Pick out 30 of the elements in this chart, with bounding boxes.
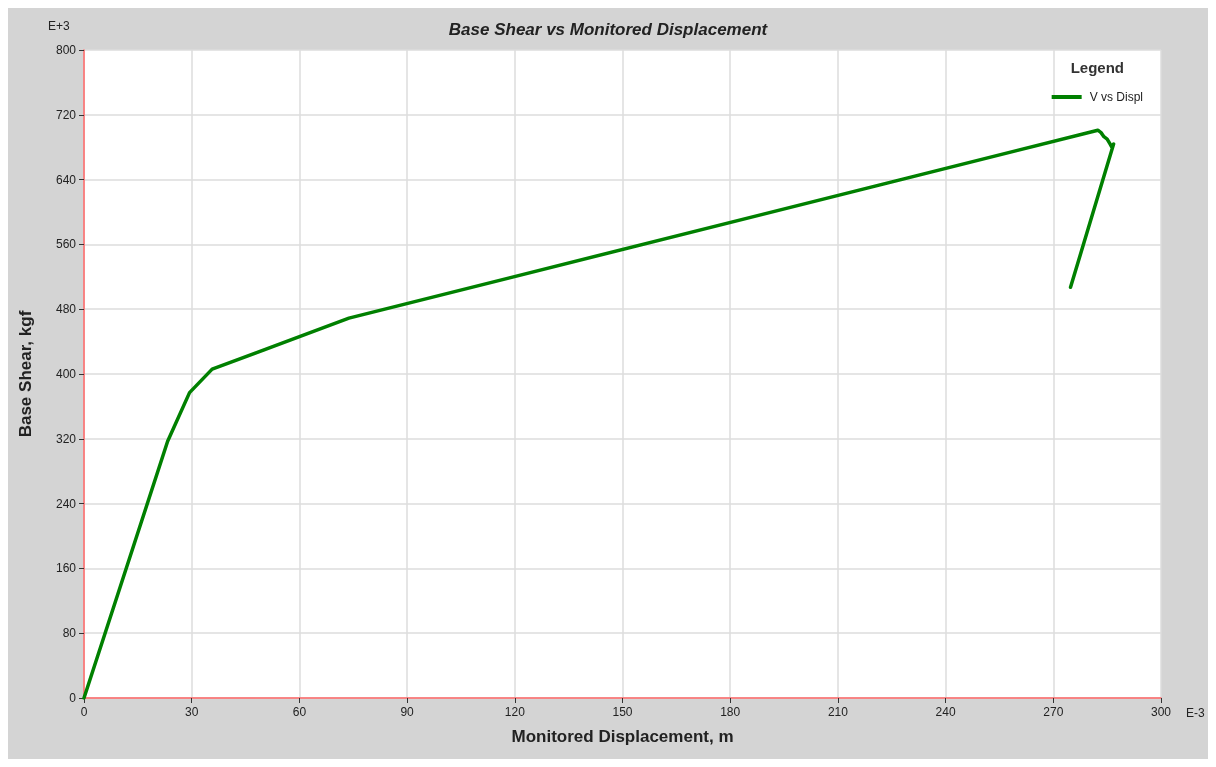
y-tick-label: 160	[55, 561, 77, 576]
y-tick-label: 320	[55, 431, 77, 446]
x-tick-label: 300	[1150, 705, 1172, 719]
x-tick-label: 210	[827, 705, 849, 719]
y-tick-label: 0	[69, 691, 77, 705]
y-tick-label: 800	[55, 43, 77, 57]
legend-title: Legend	[1070, 59, 1125, 76]
y-tick-label: 640	[55, 172, 77, 187]
x-tick-label: 60	[292, 705, 307, 719]
y-tick-label: 80	[62, 626, 77, 641]
legend-label: V vs Displ	[1089, 90, 1143, 104]
y-tick-label: 400	[55, 367, 77, 381]
x-axis-title: Monitored Displacement, m	[511, 727, 734, 746]
y-tick-label: 480	[55, 302, 77, 317]
x-tick-label: 30	[185, 705, 199, 719]
chart-title: Base Shear vs Monitored Displacement	[448, 20, 769, 39]
line-series	[82, 128, 1116, 700]
y-axis-title: Base Shear, kgf	[16, 310, 35, 438]
x-tick-label: 180	[720, 705, 741, 719]
x-tick-label: 90	[400, 705, 415, 719]
x-tick-label: 120	[504, 705, 526, 719]
x-tick-label: 0	[80, 705, 88, 719]
y-tick-label: 240	[55, 496, 77, 511]
x-tick-label: 150	[612, 705, 633, 719]
y-tick-label: 720	[55, 107, 77, 122]
x-tick-label: 270	[1043, 705, 1064, 719]
y-tick-label: 560	[55, 237, 77, 252]
text: E-3	[1186, 706, 1205, 720]
x-tick-label: 240	[935, 705, 956, 719]
text: E+3	[48, 19, 71, 33]
